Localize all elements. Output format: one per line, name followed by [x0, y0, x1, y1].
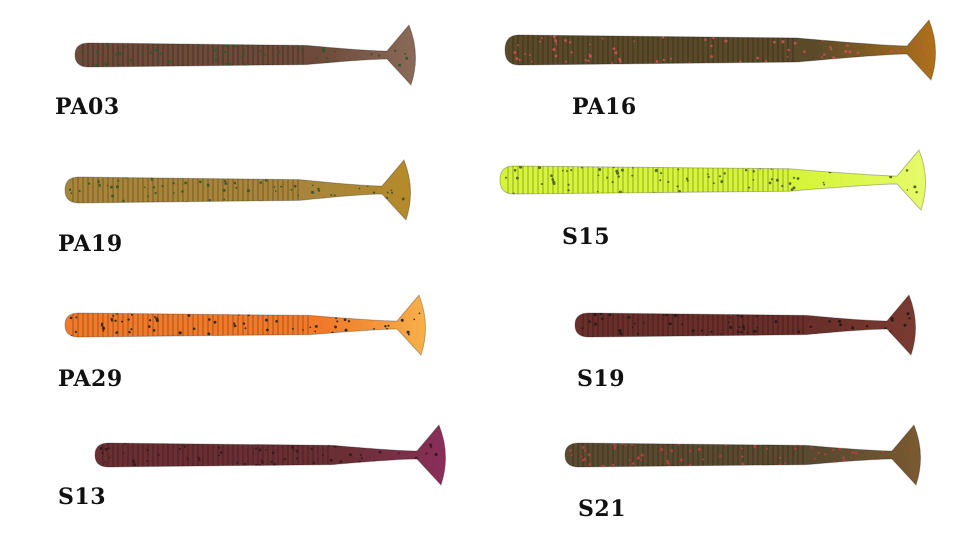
- lure-ribs: [568, 441, 912, 469]
- lure-body: [504, 19, 936, 81]
- lure-pa19: [64, 159, 411, 221]
- lure-pa29: [64, 294, 426, 356]
- lure-body: [74, 24, 416, 86]
- label-pa29: PA29: [58, 366, 123, 392]
- lure-ribs: [504, 164, 918, 196]
- lure-body: [64, 294, 426, 356]
- label-pa03: PA03: [55, 94, 120, 120]
- lure-s13: [94, 424, 446, 486]
- lure-body: [94, 424, 446, 486]
- label-pa19: PA19: [58, 231, 123, 257]
- label-s13: S13: [58, 484, 107, 510]
- label-pa16: PA16: [572, 94, 637, 120]
- label-s19: S19: [577, 366, 626, 392]
- lure-body: [564, 424, 921, 486]
- lure-pa03: [74, 24, 416, 86]
- lure-s21: [564, 424, 921, 486]
- lure-body: [574, 294, 916, 356]
- lure-ribs: [512, 33, 926, 67]
- lure-body: [64, 159, 411, 221]
- lure-ribs: [99, 441, 438, 469]
- lure-ribs: [581, 311, 911, 339]
- label-s15: S15: [562, 224, 611, 250]
- lure-pa16: [504, 19, 936, 81]
- lure-s15: [499, 149, 926, 211]
- lure-ribs: [69, 311, 421, 339]
- label-s21: S21: [578, 496, 627, 522]
- lure-s19: [574, 294, 916, 356]
